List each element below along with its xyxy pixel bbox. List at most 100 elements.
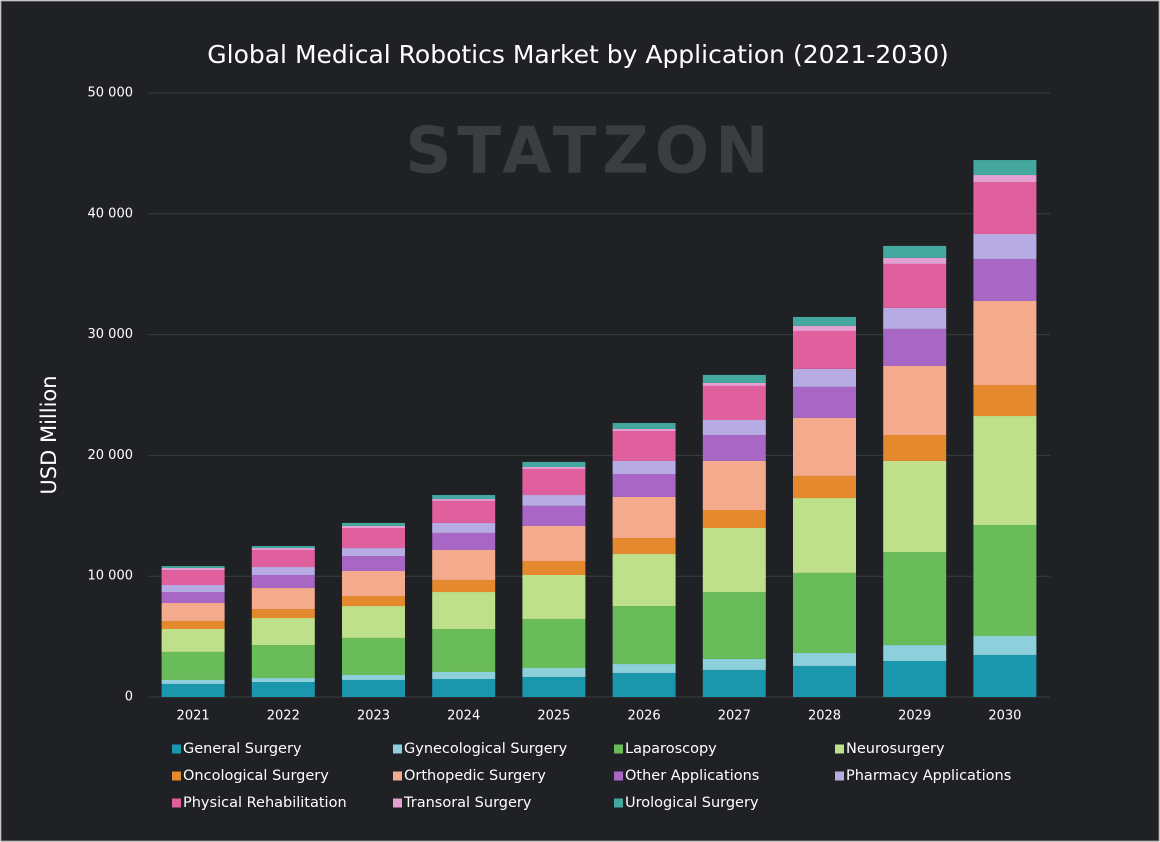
bar-segment [432, 679, 496, 697]
bar-segment [702, 528, 766, 593]
bar-segment [342, 596, 405, 607]
bar-segment [793, 498, 856, 573]
bar-segment [432, 628, 496, 672]
bar-segment [612, 496, 676, 539]
bar-segment [793, 325, 856, 331]
bar-segment [342, 571, 405, 597]
bar-segment [883, 460, 947, 553]
bar-segment [612, 460, 676, 475]
y-axis-label: USD Million [37, 375, 61, 494]
bar-segment [161, 683, 225, 697]
legend-label: Oncological Surgery [183, 768, 329, 784]
bar-segment [973, 384, 1037, 417]
bar-segment [161, 592, 225, 604]
bar-segment [251, 567, 315, 575]
bar-segment [883, 263, 947, 308]
watermark: STATZON [405, 115, 774, 189]
bar-segment [161, 570, 225, 586]
legend-swatch [393, 744, 402, 754]
bar-segment [612, 430, 676, 461]
bar-segment [161, 585, 225, 593]
bar-segment [883, 245, 947, 258]
bar-segment [432, 549, 496, 580]
bar-segment [161, 566, 225, 568]
bar-segment [522, 676, 586, 697]
legend-swatch [835, 771, 844, 781]
bar-segment [973, 258, 1037, 302]
x-tick-label: 2024 [447, 709, 480, 724]
bar-segment [793, 475, 856, 499]
bar-segment [251, 645, 315, 679]
bar-segment [251, 549, 315, 568]
bar-segment [973, 416, 1037, 525]
legend-label: Physical Rehabilitation [183, 795, 347, 811]
bar-segment [251, 546, 315, 549]
bar-segment [251, 682, 315, 697]
bar-segment [342, 606, 405, 638]
bar-segment [612, 672, 676, 697]
legend-label: Laparoscopy [625, 741, 717, 757]
bar-segment [793, 417, 856, 476]
bar-segment [522, 668, 586, 677]
bar-segment [793, 572, 856, 654]
y-tick-label: 50 000 [88, 86, 134, 101]
bar-segment [251, 574, 315, 589]
bar-segment [883, 434, 947, 461]
bar-segment [883, 661, 947, 697]
bar-segment [793, 665, 856, 697]
legend-label: Pharmacy Applications [846, 768, 1011, 784]
bar-segment [432, 592, 496, 629]
bar-segment [973, 160, 1037, 176]
bar-segment [973, 175, 1037, 183]
bar-segment [793, 386, 856, 418]
bar-segment [161, 651, 225, 680]
x-tick-label: 2022 [267, 709, 300, 724]
bar-segment [612, 423, 676, 429]
bar-segment [251, 548, 315, 550]
x-tick-label: 2021 [177, 709, 210, 724]
bar-segment [522, 468, 586, 496]
bar-segment [161, 628, 225, 652]
bar-segment [702, 420, 766, 435]
bar-segment [793, 316, 856, 326]
bar-segment [702, 460, 766, 511]
x-tick-label: 2029 [898, 709, 931, 724]
bar-segment [702, 510, 766, 529]
legend-swatch [393, 771, 402, 781]
bar-segment [342, 528, 405, 549]
legend-swatch [172, 744, 181, 754]
bar-segment [973, 301, 1037, 385]
bar-segment [702, 382, 766, 386]
x-tick-label: 2023 [357, 709, 390, 724]
bar-segment [793, 368, 856, 387]
legend-label: Orthopedic Surgery [404, 768, 546, 784]
bar-segment [432, 495, 496, 500]
bar-segment [883, 552, 947, 646]
legend-label: Urological Surgery [625, 795, 759, 811]
bar-segment [973, 654, 1037, 697]
bar-segment [432, 671, 496, 680]
bar-segment [883, 257, 947, 264]
x-tick-label: 2026 [628, 709, 661, 724]
bar-segment [161, 567, 225, 571]
legend-swatch [393, 798, 402, 808]
bar-segment [161, 603, 225, 622]
bar-segment [793, 653, 856, 666]
bar-segment [702, 592, 766, 659]
bar-segment [251, 609, 315, 618]
x-tick-label: 2028 [808, 709, 841, 724]
bar-segment [702, 669, 766, 697]
legend-swatch [614, 798, 623, 808]
bar-segment [432, 500, 496, 523]
bar-segment [522, 466, 586, 469]
bar-segment [432, 499, 496, 501]
bar-segment [702, 434, 766, 461]
bar-segment [522, 618, 586, 669]
legend-swatch [172, 771, 181, 781]
bar-segment [883, 307, 947, 329]
y-tick-label: 0 [125, 690, 133, 705]
bar-segment [432, 532, 496, 550]
